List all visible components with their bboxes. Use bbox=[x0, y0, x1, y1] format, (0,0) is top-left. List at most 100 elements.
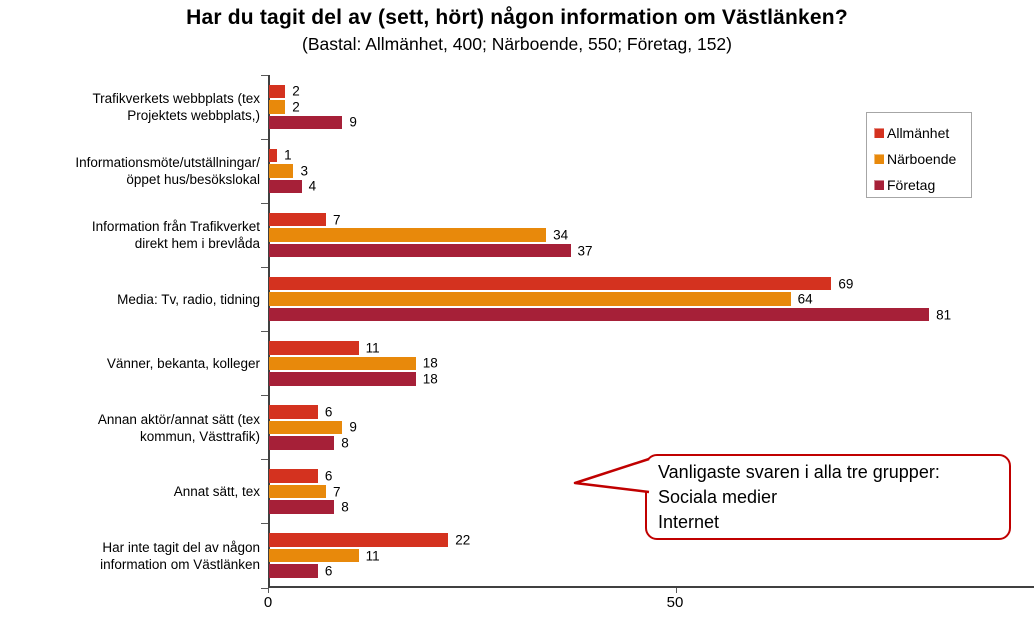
bar-närboende bbox=[269, 548, 359, 563]
value-label: 6 bbox=[324, 468, 333, 484]
bar-företag bbox=[269, 307, 930, 322]
bar-företag bbox=[269, 179, 302, 194]
bar-allmänhet bbox=[269, 276, 832, 291]
y-axis-tick bbox=[261, 138, 268, 140]
category-label: Har inte tagit del av någon information o… bbox=[0, 524, 260, 588]
value-label: 81 bbox=[936, 307, 952, 323]
bar-allmänhet bbox=[269, 212, 327, 227]
category-label-line: kommun, Västtrafik) bbox=[139, 428, 260, 444]
bar-närboende bbox=[269, 484, 327, 499]
category-label-line: Annat sätt, tex bbox=[173, 484, 260, 500]
value-label: 18 bbox=[422, 371, 438, 387]
x-axis-tick-label: 50 bbox=[666, 594, 684, 611]
category-label: Informationsmöte/utställningar/öppet hus… bbox=[0, 139, 260, 203]
category-label-line: Har inte tagit del av någon bbox=[102, 539, 260, 555]
x-axis-tick bbox=[268, 588, 269, 593]
value-label: 69 bbox=[838, 276, 854, 292]
value-label: 1 bbox=[284, 147, 292, 163]
value-label: 37 bbox=[577, 243, 593, 258]
legend-item-företag: Företag bbox=[874, 172, 971, 198]
y-axis-tick bbox=[261, 331, 268, 332]
bar-allmänhet bbox=[269, 469, 318, 483]
category-label-line: Media: Tv, radio, tidning bbox=[117, 291, 260, 307]
value-label: 2 bbox=[292, 99, 300, 115]
x-axis-tick bbox=[675, 588, 677, 593]
category-label: Annat sätt, tex bbox=[0, 460, 260, 524]
callout-line: Sociala medier bbox=[658, 487, 778, 507]
y-axis-tick bbox=[261, 587, 268, 589]
bar-närboende bbox=[269, 100, 286, 114]
value-label: 64 bbox=[797, 291, 813, 307]
callout-line: Vanligaste svaren i alla tre grupper: bbox=[658, 462, 940, 482]
category-label-line: Trafikverkets webbplats (tex bbox=[92, 91, 260, 107]
category-label-line: Informationsmöte/utställningar/ bbox=[75, 155, 260, 171]
callout-tail-pointer bbox=[573, 457, 650, 494]
category-label-line: Annan aktör/annat sätt (tex bbox=[97, 411, 260, 427]
bar-allmänhet bbox=[269, 405, 318, 419]
value-label: 9 bbox=[349, 114, 357, 130]
value-label: 8 bbox=[341, 435, 349, 451]
value-label: 3 bbox=[300, 163, 308, 179]
y-axis-line bbox=[268, 75, 270, 588]
bar-företag bbox=[269, 115, 343, 129]
category-label-line: information om Västlänken bbox=[100, 556, 260, 572]
category-label-line: direkt hem i brevlåda bbox=[134, 236, 260, 252]
bar-närboende bbox=[269, 228, 547, 242]
bar-företag bbox=[269, 436, 335, 450]
y-axis-tick bbox=[261, 202, 268, 204]
category-label: Vänner, bekanta, kolleger bbox=[0, 332, 260, 396]
value-label: 9 bbox=[349, 419, 357, 435]
category-label: Annan aktör/annat sätt (tex kommun, Västt… bbox=[0, 396, 260, 460]
bar-allmänhet bbox=[269, 84, 286, 98]
legend-item-närboende: Närboende bbox=[874, 146, 971, 172]
bar-företag bbox=[269, 243, 571, 258]
bar-allmänhet bbox=[269, 533, 449, 547]
legend-swatch-icon bbox=[874, 180, 884, 190]
category-label: Information från Trafikverket direkt hem … bbox=[0, 203, 260, 267]
value-label: 6 bbox=[324, 404, 333, 420]
value-label: 7 bbox=[333, 484, 341, 499]
category-label: Media: Tv, radio, tidning bbox=[0, 267, 260, 331]
bar-närboende bbox=[269, 356, 416, 370]
category-label-line: Vänner, bekanta, kolleger bbox=[106, 356, 260, 372]
y-axis-tick bbox=[261, 459, 268, 461]
x-axis-tick-label: 0 bbox=[263, 594, 273, 611]
legend-swatch-icon bbox=[874, 154, 884, 164]
category-label-line: Projektets webbplats,) bbox=[127, 108, 260, 124]
y-axis-tick bbox=[261, 523, 268, 525]
value-label: 6 bbox=[324, 563, 333, 579]
bar-närboende bbox=[269, 164, 294, 178]
bar-företag bbox=[269, 500, 335, 514]
bar-närboende bbox=[269, 420, 343, 435]
legend-label: Allmänhet bbox=[887, 125, 950, 141]
chart-title: Har du tagit del av (sett, hört) någon i… bbox=[186, 6, 848, 29]
legend-item-allmänhet: Allmänhet bbox=[874, 120, 971, 146]
bar-allmänhet bbox=[269, 341, 359, 355]
x-axis-line bbox=[268, 586, 1034, 588]
y-axis-tick bbox=[261, 266, 268, 268]
bar-allmänhet bbox=[269, 148, 278, 163]
value-label: 7 bbox=[333, 212, 341, 227]
legend: Allmänhet Närboende Företag bbox=[866, 112, 972, 198]
legend-label: Närboende bbox=[887, 151, 957, 167]
callout-line: Internet bbox=[658, 512, 720, 532]
value-label: 8 bbox=[341, 499, 349, 515]
value-label: 11 bbox=[365, 548, 380, 564]
category-label: Trafikverkets webbplats (tex Projektets w… bbox=[0, 75, 260, 139]
chart-subtitle: (Bastal: Allmänhet, 400; Närboende, 550;… bbox=[302, 34, 732, 54]
value-label: 4 bbox=[308, 178, 317, 194]
bar-företag bbox=[269, 564, 318, 578]
callout-bubble: Vanligaste svaren i alla tre grupper: So… bbox=[645, 454, 1011, 540]
bar-företag bbox=[269, 372, 416, 386]
legend-swatch-icon bbox=[874, 128, 884, 138]
value-label: 11 bbox=[365, 340, 380, 356]
bar-närboende bbox=[269, 292, 791, 306]
category-label-line: öppet hus/besökslokal bbox=[126, 172, 260, 188]
y-axis-tick bbox=[261, 395, 268, 397]
value-label: 22 bbox=[455, 532, 471, 548]
value-label: 18 bbox=[422, 355, 438, 371]
y-axis-tick bbox=[261, 74, 268, 76]
category-label-line: Information från Trafikverket bbox=[91, 219, 260, 235]
value-label: 2 bbox=[292, 83, 300, 99]
